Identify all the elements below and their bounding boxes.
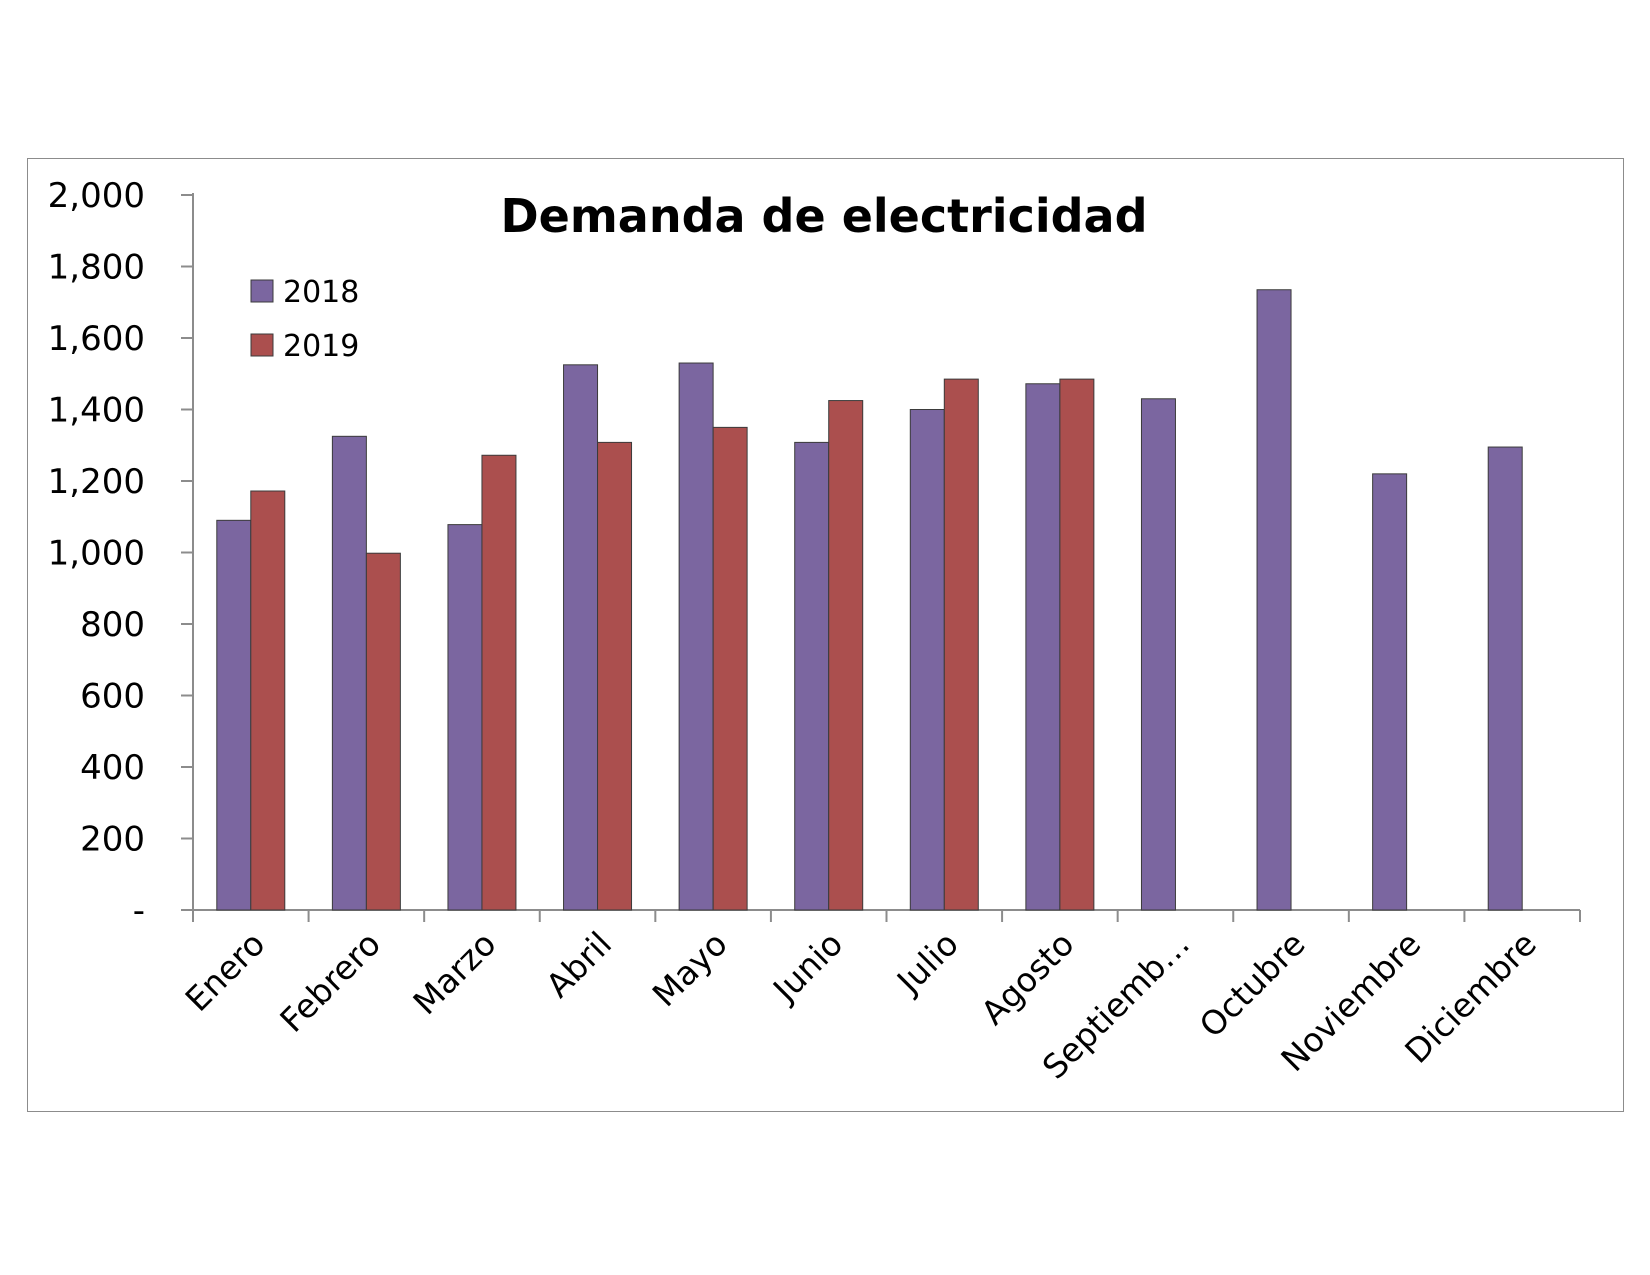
y-tick-label: 800 — [80, 605, 145, 645]
legend: 2018 2019 — [250, 275, 359, 364]
bar-2018-agosto — [1025, 383, 1061, 911]
y-tick-label: 200 — [80, 820, 145, 860]
bar-2019-enero — [250, 490, 286, 911]
bar-2018-noviembre — [1372, 473, 1408, 911]
x-tick-label: Abril — [538, 924, 619, 1005]
x-tick-label: Marzo — [405, 924, 503, 1022]
bar-2019-abril — [597, 441, 633, 911]
y-tick-label: 1,200 — [48, 462, 145, 502]
bar-2018-marzo — [447, 524, 483, 911]
legend-label-2018: 2018 — [283, 275, 359, 310]
legend-label-2019: 2019 — [283, 329, 359, 364]
legend-swatch-2018 — [250, 279, 274, 303]
y-tick-label: 1,800 — [48, 248, 145, 288]
bar-2019-marzo — [481, 454, 517, 911]
x-tick-label: Octubre — [1192, 924, 1313, 1045]
bar-2018-septiemb- — [1140, 398, 1176, 911]
y-tick-label: 2,000 — [48, 176, 145, 216]
legend-swatch-2019 — [250, 333, 274, 357]
y-tick-label: - — [133, 891, 145, 931]
x-tick-label: Junio — [764, 924, 850, 1010]
y-axis: - 200 400 600 800 1,000 1,200 1,400 1,600 1,800 2,… — [48, 176, 194, 931]
y-tick-label: 1,000 — [48, 534, 145, 574]
y-tick-label: 1,600 — [48, 319, 145, 359]
bar-2018-octubre — [1256, 289, 1292, 911]
bar-2018-mayo — [678, 362, 714, 911]
bar-2019-mayo — [712, 426, 748, 911]
bars — [216, 289, 1523, 911]
x-tick-label: Enero — [178, 924, 273, 1019]
x-tick-label: Febrero — [272, 924, 388, 1040]
x-tick-label: Mayo — [645, 924, 735, 1014]
y-tick-label: 1,400 — [48, 391, 145, 431]
category-labels: Enero Febrero Marzo Abril Mayo Junio Julio Agos… — [178, 924, 1544, 1086]
bar-2018-febrero — [331, 435, 367, 911]
bar-2019-junio — [828, 400, 864, 911]
y-tick-label: 400 — [80, 748, 145, 788]
y-tick-label: 600 — [80, 677, 145, 717]
bar-2019-julio — [943, 378, 979, 911]
x-axis — [192, 909, 1581, 922]
chart-title: Demanda de electricidad — [500, 189, 1147, 243]
bar-2018-julio — [909, 409, 945, 911]
x-tick-label: Julio — [888, 924, 966, 1002]
bar-2019-febrero — [365, 552, 401, 911]
bar-2018-junio — [794, 441, 830, 911]
bar-2018-enero — [216, 519, 252, 911]
x-tick-label: Agosto — [973, 924, 1081, 1032]
bar-2018-abril — [563, 364, 599, 911]
bar-2018-diciembre — [1487, 446, 1523, 911]
bar-2019-agosto — [1059, 378, 1095, 911]
